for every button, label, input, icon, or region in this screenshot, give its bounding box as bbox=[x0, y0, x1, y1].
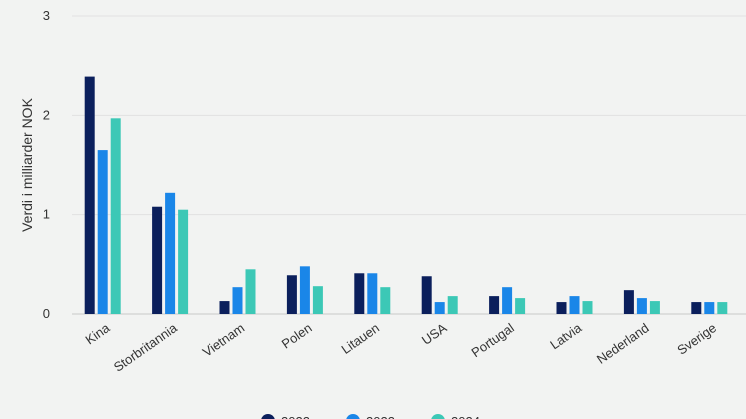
legend-label: 2022 bbox=[281, 414, 310, 419]
x-tick-label: Sverige bbox=[674, 320, 719, 358]
x-tick-label: USA bbox=[419, 320, 450, 348]
bar-nederland-2024[interactable] bbox=[649, 301, 660, 314]
bar-nederland-2022[interactable] bbox=[623, 290, 634, 314]
x-tick-label: Litauen bbox=[338, 320, 382, 357]
bar-storbritannia-2024[interactable] bbox=[178, 209, 189, 314]
x-tick-label: Portugal bbox=[469, 320, 517, 360]
legend-item-2024[interactable]: 2024 bbox=[431, 414, 480, 419]
bar-sverige-2022[interactable] bbox=[691, 302, 702, 314]
legend-marker bbox=[346, 414, 360, 419]
legend-label: 2023 bbox=[366, 414, 395, 419]
legend-item-2022[interactable]: 2022 bbox=[261, 414, 310, 419]
x-tick-label: Kina bbox=[82, 320, 113, 348]
bar-usa-2024[interactable] bbox=[447, 296, 458, 314]
bar-litauen-2022[interactable] bbox=[354, 273, 365, 314]
bar-portugal-2023[interactable] bbox=[502, 287, 513, 314]
bar-litauen-2023[interactable] bbox=[367, 273, 378, 314]
legend-item-2023[interactable]: 2023 bbox=[346, 414, 395, 419]
bar-polen-2022[interactable] bbox=[286, 275, 297, 314]
y-tick-label: 3 bbox=[43, 8, 50, 23]
x-tick-label: Storbritannia bbox=[111, 320, 181, 375]
bar-portugal-2022[interactable] bbox=[489, 296, 500, 314]
x-tick-label: Vietnam bbox=[200, 320, 247, 360]
y-axis: 0 1 2 3 bbox=[43, 8, 50, 321]
bar-vietnam-2022[interactable] bbox=[219, 301, 230, 314]
x-tick-label: Nederland bbox=[594, 320, 652, 367]
bar-latvia-2024[interactable] bbox=[582, 301, 593, 314]
y-axis-title: Verdi i milliarder NOK bbox=[19, 97, 35, 231]
legend-label: 2024 bbox=[451, 414, 480, 419]
bar-usa-2023[interactable] bbox=[434, 302, 445, 314]
x-tick-label: Latvia bbox=[547, 320, 585, 353]
bar-latvia-2022[interactable] bbox=[556, 302, 567, 314]
bar-kina-2023[interactable] bbox=[97, 150, 108, 314]
bar-kina-2022[interactable] bbox=[84, 76, 95, 315]
legend-marker bbox=[261, 414, 275, 419]
bar-storbritannia-2022[interactable] bbox=[152, 206, 163, 314]
y-tick-label: 1 bbox=[43, 207, 50, 222]
bar-sverige-2024[interactable] bbox=[717, 302, 728, 314]
bars bbox=[84, 76, 728, 315]
bar-vietnam-2023[interactable] bbox=[232, 287, 243, 314]
bar-litauen-2024[interactable] bbox=[380, 287, 391, 314]
bar-portugal-2024[interactable] bbox=[515, 298, 526, 314]
y-tick-label: 0 bbox=[43, 306, 50, 321]
bar-kina-2024[interactable] bbox=[110, 118, 121, 315]
bar-nederland-2023[interactable] bbox=[636, 298, 647, 314]
bar-latvia-2023[interactable] bbox=[569, 296, 580, 314]
bar-polen-2023[interactable] bbox=[299, 266, 310, 314]
y-tick-label: 2 bbox=[43, 107, 50, 122]
bar-usa-2022[interactable] bbox=[421, 276, 432, 314]
bar-polen-2024[interactable] bbox=[312, 286, 323, 314]
bar-storbritannia-2023[interactable] bbox=[165, 192, 176, 314]
bar-vietnam-2024[interactable] bbox=[245, 269, 256, 314]
x-tick-label: Polen bbox=[279, 320, 315, 351]
bar-sverige-2023[interactable] bbox=[704, 302, 715, 314]
legend: 2022 2023 2024 bbox=[261, 414, 480, 419]
legend-marker bbox=[431, 414, 445, 419]
